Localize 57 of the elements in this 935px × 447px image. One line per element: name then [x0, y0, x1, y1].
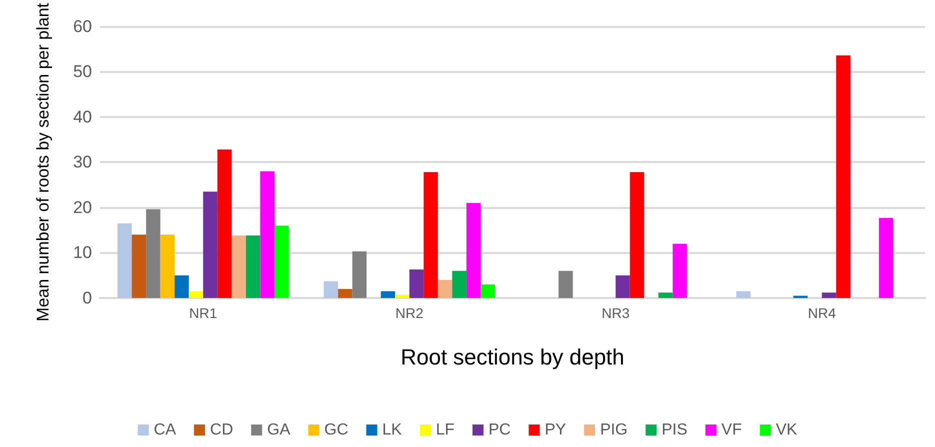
bar — [160, 234, 175, 298]
bar — [438, 280, 452, 298]
x-tick-label: NR1 — [189, 305, 218, 321]
x-axis-title: Root sections by depth — [400, 344, 624, 370]
legend-label: GC — [324, 422, 348, 438]
x-tick-label: NR2 — [395, 305, 424, 321]
bar — [324, 281, 338, 298]
bar — [466, 202, 481, 298]
y-tick-label: 0 — [82, 288, 92, 308]
y-tick-label: 50 — [73, 62, 92, 82]
bar — [118, 223, 132, 298]
y-tick-label: 20 — [73, 198, 92, 217]
bar — [132, 234, 146, 298]
y-tick-label: 30 — [73, 152, 92, 172]
bar — [274, 226, 289, 298]
legend-label: PY — [544, 422, 566, 438]
bar — [260, 171, 274, 298]
bar — [146, 209, 160, 298]
bar — [616, 275, 630, 298]
bar — [232, 236, 246, 298]
bar — [395, 294, 410, 298]
legend-label: CA — [154, 422, 176, 438]
bar — [836, 55, 850, 298]
bar — [380, 291, 396, 298]
bar — [480, 284, 495, 298]
bar — [246, 236, 260, 298]
bar — [188, 291, 204, 298]
bar — [736, 291, 751, 298]
bar — [452, 270, 466, 298]
legend-label: CD — [210, 422, 234, 438]
x-tick-label: NR4 — [808, 305, 836, 321]
y-tick-label: 60 — [73, 16, 92, 36]
legend-label: PIG — [600, 422, 628, 438]
y-tick-label: 10 — [73, 243, 92, 262]
bar — [822, 292, 836, 298]
bar — [630, 172, 644, 298]
bar — [338, 288, 352, 298]
legend-label: VF — [721, 422, 742, 438]
legend-label: LF — [436, 422, 455, 438]
x-tick-label: NR3 — [602, 305, 630, 321]
legend-label: LK — [382, 422, 402, 438]
bar — [174, 275, 189, 298]
legend-label: GA — [267, 422, 291, 438]
bar — [217, 150, 232, 298]
bar — [424, 172, 438, 298]
y-axis-title: Mean number of roots by section per plant — [34, 2, 52, 322]
legend-label: VK — [776, 422, 798, 438]
bar — [878, 218, 894, 298]
bar — [352, 251, 367, 298]
legend-label: PC — [488, 422, 511, 438]
bar — [672, 244, 687, 298]
y-tick-label: 40 — [73, 107, 92, 126]
bar — [558, 270, 573, 298]
bar — [658, 292, 673, 298]
bar — [409, 269, 424, 298]
legend-label: PIS — [662, 422, 688, 438]
bar — [203, 192, 218, 298]
